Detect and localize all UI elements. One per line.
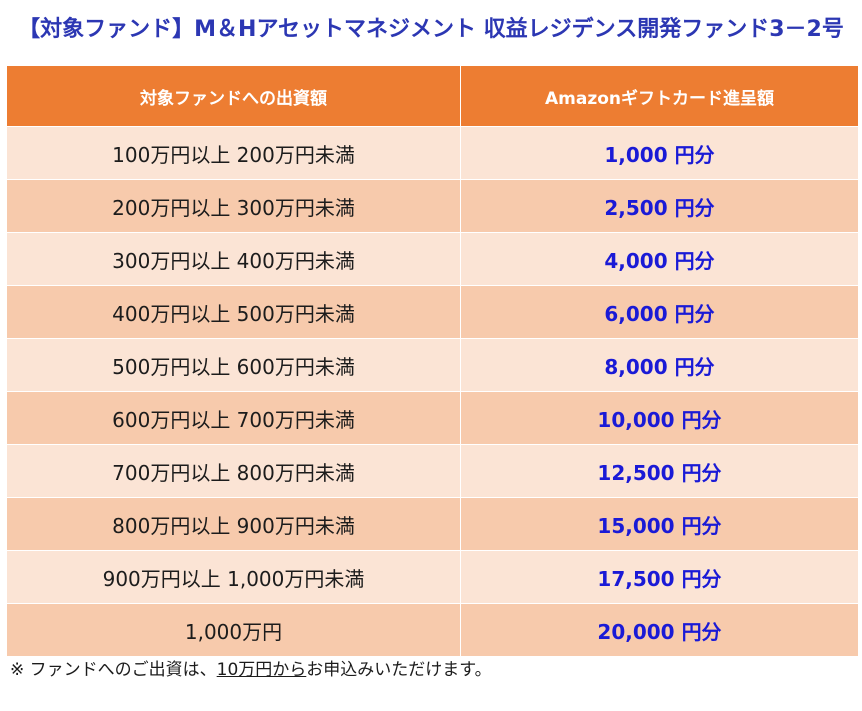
table-row: 1,000万円 20,000 円分 [6,603,859,657]
gift-amount: 12,500 円分 [460,444,859,498]
investment-range: 300万円以上 400万円未満 [6,232,461,286]
table-row: 600万円以上 700万円未満 10,000 円分 [6,391,859,445]
footnote-minimum-amount: 10万円から [216,660,307,680]
table-row: 900万円以上 1,000万円未満 17,500 円分 [6,550,859,604]
investment-range: 1,000万円 [6,603,461,657]
header-investment-amount: 対象ファンドへの出資額 [6,65,461,127]
investment-range: 900万円以上 1,000万円未満 [6,550,461,604]
investment-range: 700万円以上 800万円未満 [6,444,461,498]
investment-range: 100万円以上 200万円未満 [6,126,461,180]
table-header-row: 対象ファンドへの出資額 Amazonギフトカード進呈額 [6,65,859,127]
table-row: 300万円以上 400万円未満 4,000 円分 [6,232,859,286]
investment-range: 200万円以上 300万円未満 [6,179,461,233]
table-row: 100万円以上 200万円未満 1,000 円分 [6,126,859,180]
table-row: 800万円以上 900万円未満 15,000 円分 [6,497,859,551]
table-row: 400万円以上 500万円未満 6,000 円分 [6,285,859,339]
gift-amount: 10,000 円分 [460,391,859,445]
gift-amount: 1,000 円分 [460,126,859,180]
gift-amount: 8,000 円分 [460,338,859,392]
table-row: 200万円以上 300万円未満 2,500 円分 [6,179,859,233]
reward-table: 対象ファンドへの出資額 Amazonギフトカード進呈額 100万円以上 200万… [6,65,859,657]
investment-range: 800万円以上 900万円未満 [6,497,461,551]
gift-amount: 2,500 円分 [460,179,859,233]
footnote: ※ ファンドへのご出資は、10万円からお申込みいただけます。 [10,658,492,682]
investment-range: 600万円以上 700万円未満 [6,391,461,445]
gift-amount: 15,000 円分 [460,497,859,551]
gift-amount: 6,000 円分 [460,285,859,339]
footnote-suffix: お申込みいただけます。 [306,660,492,680]
page-title: 【対象ファンド】M＆Hアセットマネジメント 収益レジデンス開発ファンド3－2号 [18,17,844,42]
gift-amount: 4,000 円分 [460,232,859,286]
footnote-prefix: ※ ファンドへのご出資は、 [10,660,217,680]
table-row: 700万円以上 800万円未満 12,500 円分 [6,444,859,498]
gift-amount: 20,000 円分 [460,603,859,657]
gift-amount: 17,500 円分 [460,550,859,604]
table-row: 500万円以上 600万円未満 8,000 円分 [6,338,859,392]
investment-range: 500万円以上 600万円未満 [6,338,461,392]
investment-range: 400万円以上 500万円未満 [6,285,461,339]
header-gift-amount: Amazonギフトカード進呈額 [460,65,859,127]
